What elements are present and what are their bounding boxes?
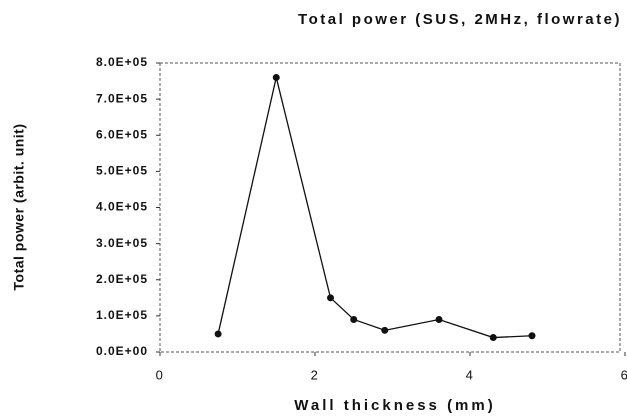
- plot-frame: [159, 62, 621, 353]
- y-tick-label: 4.0E+05: [96, 200, 148, 214]
- y-tick-label: 6.0E+05: [96, 127, 148, 141]
- x-tick-label: 6: [621, 367, 627, 382]
- x-tick-label: 0: [156, 367, 165, 382]
- y-tick-label: 1.0E+05: [96, 308, 148, 322]
- x-tick-label: 2: [311, 367, 320, 382]
- data-point: [528, 332, 536, 340]
- y-tick-label: 5.0E+05: [96, 164, 148, 178]
- data-point: [435, 315, 443, 323]
- data-point: [327, 294, 334, 302]
- y-tick-label: 8.0E+05: [96, 55, 148, 69]
- data-point: [214, 330, 222, 338]
- chart-title: Total power (SUS, 2MHz, flowrate): [298, 11, 622, 28]
- y-tick-label: 2.0E+05: [96, 272, 148, 286]
- data-point: [381, 326, 389, 334]
- data-point: [350, 315, 358, 323]
- x-tick-label: 4: [466, 367, 475, 382]
- y-tick-label: 7.0E+05: [96, 91, 148, 105]
- x-axis-label: Wall thickness (mm): [294, 397, 495, 414]
- y-tick-label: 0.0E+00: [96, 344, 148, 358]
- y-axis-label: Total power (arbit. unit): [11, 123, 27, 290]
- y-tick-label: 3.0E+05: [96, 236, 148, 250]
- data-line: [217, 77, 533, 339]
- data-point: [489, 334, 497, 342]
- data-point: [272, 73, 280, 81]
